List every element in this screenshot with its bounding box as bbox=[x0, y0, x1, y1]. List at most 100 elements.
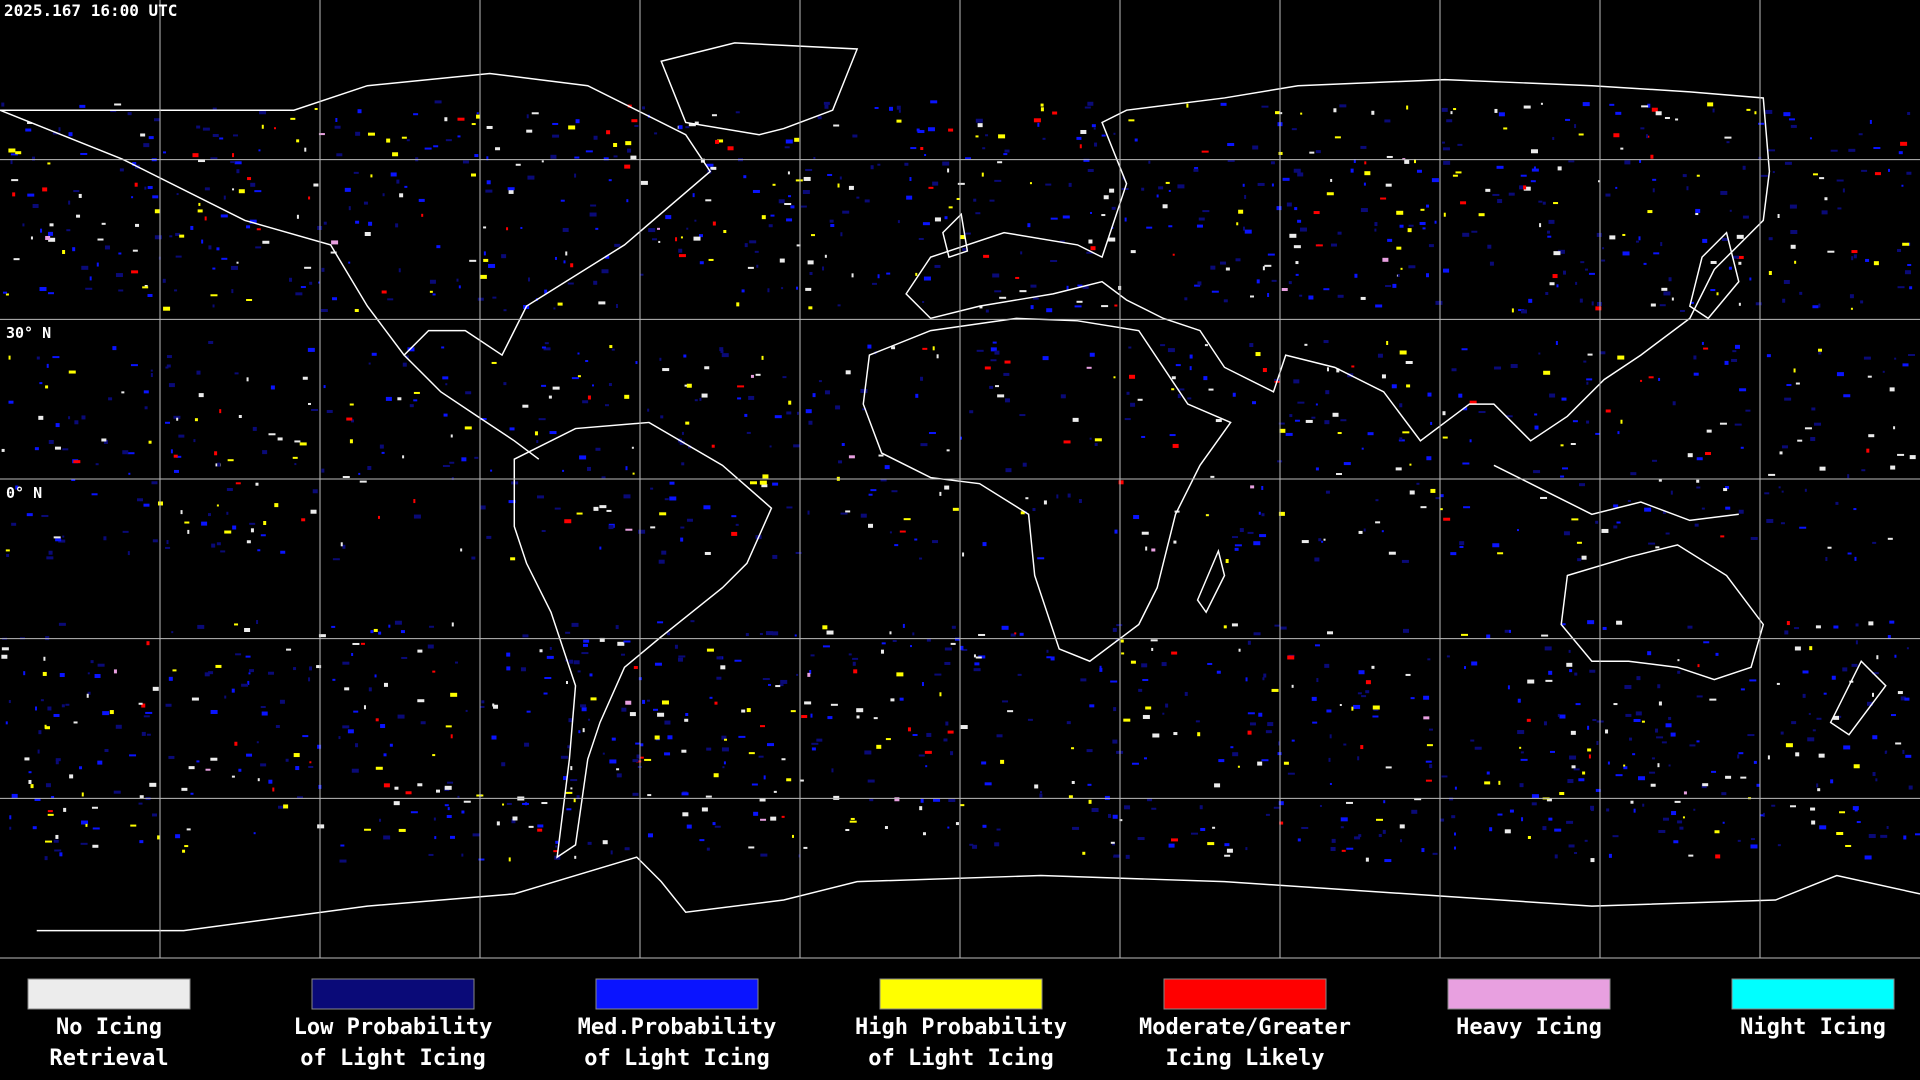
icing-pixel bbox=[1103, 195, 1109, 200]
icing-pixel bbox=[476, 112, 479, 115]
icing-pixel bbox=[1, 102, 5, 107]
icing-pixel bbox=[574, 173, 577, 178]
icing-pixel bbox=[1279, 821, 1284, 825]
icing-pixel bbox=[1866, 701, 1873, 706]
icing-pixel bbox=[1836, 832, 1844, 836]
icing-pixel bbox=[1288, 281, 1292, 285]
icing-pixel bbox=[1510, 364, 1518, 369]
icing-pixel bbox=[1261, 513, 1265, 517]
icing-pixel bbox=[646, 699, 650, 702]
icing-pixel bbox=[1683, 791, 1687, 795]
icing-pixel bbox=[1640, 379, 1643, 382]
icing-pixel bbox=[845, 370, 851, 375]
icing-pixel bbox=[1567, 779, 1574, 784]
icing-pixel bbox=[1570, 730, 1576, 735]
icing-pixel bbox=[746, 431, 751, 434]
icing-pixel bbox=[139, 795, 144, 799]
icing-pixel bbox=[1160, 344, 1166, 347]
icing-pixel bbox=[1168, 225, 1173, 228]
icing-pixel bbox=[1768, 237, 1773, 241]
icing-pixel bbox=[1557, 713, 1560, 717]
icing-pixel bbox=[449, 835, 455, 839]
icing-pixel bbox=[1670, 490, 1673, 495]
icing-pixel bbox=[624, 847, 630, 851]
icing-pixel bbox=[623, 640, 631, 643]
icing-pixel bbox=[950, 751, 954, 756]
icing-pixel bbox=[374, 674, 377, 678]
icing-pixel bbox=[261, 711, 268, 716]
icing-pixel bbox=[1325, 390, 1330, 395]
legend-swatch bbox=[879, 978, 1043, 1010]
icing-pixel bbox=[162, 278, 166, 283]
icing-pixel bbox=[444, 785, 452, 790]
icing-pixel bbox=[1657, 763, 1660, 768]
central-america bbox=[403, 354, 540, 460]
icing-pixel bbox=[1161, 662, 1167, 667]
icing-pixel bbox=[1361, 447, 1364, 450]
icing-pixel bbox=[1659, 304, 1666, 307]
icing-pixel bbox=[1146, 226, 1153, 229]
icing-pixel bbox=[1101, 134, 1106, 137]
icing-pixel bbox=[395, 223, 399, 228]
icing-pixel bbox=[141, 731, 146, 736]
icing-pixel bbox=[659, 512, 667, 516]
icing-pixel bbox=[1812, 173, 1818, 176]
icing-pixel bbox=[1129, 374, 1136, 379]
icing-pixel bbox=[1520, 174, 1527, 177]
icing-pixel bbox=[194, 418, 198, 422]
icing-pixel bbox=[11, 522, 17, 526]
icing-pixel bbox=[1346, 847, 1354, 850]
icing-pixel bbox=[511, 819, 516, 824]
icing-pixel bbox=[255, 246, 262, 249]
icing-pixel bbox=[1046, 308, 1053, 313]
icing-pixel bbox=[1253, 632, 1261, 636]
icing-pixel bbox=[962, 552, 965, 557]
icing-pixel bbox=[248, 669, 254, 673]
icing-pixel bbox=[681, 462, 685, 466]
icing-pixel bbox=[1375, 521, 1381, 524]
icing-pixel bbox=[144, 186, 147, 190]
icing-pixel bbox=[1702, 783, 1709, 787]
icing-pixel bbox=[479, 705, 485, 708]
icing-pixel bbox=[1289, 233, 1297, 238]
icing-pixel bbox=[701, 807, 708, 812]
icing-pixel bbox=[1686, 186, 1689, 191]
icing-pixel bbox=[260, 534, 266, 537]
icing-pixel bbox=[1907, 111, 1911, 115]
icing-pixel bbox=[1605, 409, 1611, 413]
icing-pixel bbox=[975, 135, 979, 138]
icing-pixel bbox=[137, 498, 144, 502]
icing-pixel bbox=[474, 154, 479, 158]
icing-pixel bbox=[870, 165, 874, 170]
icing-pixel bbox=[373, 628, 378, 632]
icing-pixel bbox=[647, 794, 652, 797]
icing-pixel bbox=[512, 816, 518, 821]
icing-pixel bbox=[1384, 119, 1391, 123]
icing-pixel bbox=[818, 380, 822, 383]
icing-pixel bbox=[427, 644, 434, 649]
icing-pixel bbox=[717, 139, 724, 143]
icing-pixel bbox=[1783, 279, 1790, 284]
icing-pixel bbox=[446, 815, 452, 819]
icing-pixel bbox=[1066, 285, 1069, 290]
icing-pixel bbox=[1602, 247, 1605, 250]
icing-pixel bbox=[534, 431, 538, 436]
icing-pixel bbox=[1210, 265, 1216, 270]
icing-pixel bbox=[1080, 678, 1087, 682]
icing-pixel bbox=[1247, 730, 1252, 735]
icing-pixel bbox=[599, 637, 605, 642]
icing-pixel bbox=[738, 735, 746, 738]
icing-pixel bbox=[1451, 368, 1457, 372]
icing-pixel bbox=[1587, 620, 1595, 625]
icing-pixel bbox=[1533, 470, 1541, 474]
icing-pixel bbox=[1345, 801, 1353, 804]
icing-pixel bbox=[1232, 392, 1236, 397]
icing-pixel bbox=[1825, 556, 1828, 561]
icing-pixel bbox=[176, 455, 182, 458]
icing-pixel bbox=[1385, 285, 1392, 288]
icing-pixel bbox=[788, 400, 792, 405]
icing-pixel bbox=[667, 632, 671, 636]
icing-pixel bbox=[138, 802, 143, 805]
icing-pixel bbox=[210, 709, 218, 714]
